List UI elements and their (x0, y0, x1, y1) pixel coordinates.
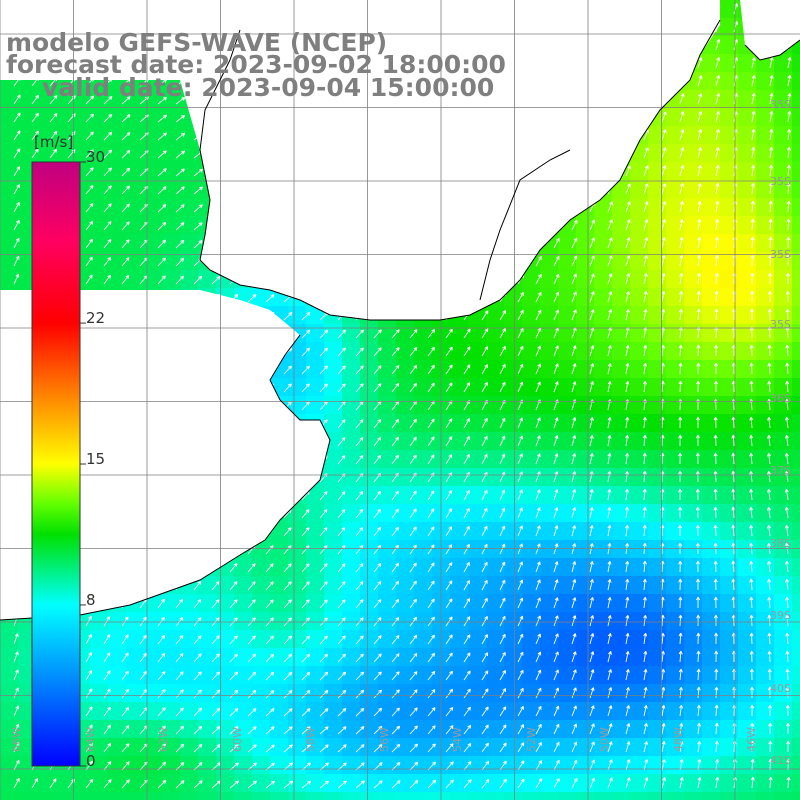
latitude-label: 40S (770, 682, 791, 695)
longitude-label: 66W (10, 727, 23, 752)
longitude-label: 64W (83, 727, 97, 752)
model-title: modelo GEFS-WAVE (NCEP) (6, 28, 388, 57)
longitude-label: 48W (671, 727, 685, 752)
colorbar-tick-label: 15 (86, 450, 106, 468)
colorbar-ticks (80, 161, 86, 767)
latitude-label: 36S (770, 392, 791, 405)
latitude-label: 35S (770, 318, 791, 331)
land-area (740, 0, 800, 60)
land-area (0, 290, 330, 620)
longitude-label: 58W (304, 727, 317, 752)
colorbar-tick-label: 30 (86, 148, 106, 166)
longitude-label: 60W (230, 727, 244, 752)
latitude-label: 35S (770, 98, 791, 111)
land-mask (0, 0, 800, 620)
longitude-label: 62W (157, 727, 170, 752)
land-area (0, 0, 720, 320)
latitude-label: 41S (770, 754, 791, 767)
longitude-label: 52W (524, 727, 538, 752)
colorbar-gradient (31, 161, 81, 767)
latitude-label: 37S (770, 464, 791, 477)
longitude-label: 50W (598, 727, 611, 752)
valid-date: valid date: 2023-09-04 15:00:00 (42, 73, 495, 102)
longitude-label: 46W (745, 727, 758, 752)
latitude-label: 39S (770, 609, 791, 622)
coastline-segment (479, 149, 571, 301)
coastline-segment (199, 19, 721, 321)
latitude-label: 35S (770, 248, 791, 261)
longitude-label: 54W (451, 727, 464, 752)
coastline-segment (214, 29, 241, 91)
longitude-label: 56W (377, 727, 391, 752)
latitude-label: 38S (770, 537, 791, 550)
colorbar-unit-label: [m/s] (34, 133, 74, 151)
colorbar-tick-label: 8 (86, 590, 96, 609)
coastline (0, 19, 800, 621)
colorbar-tick-label: 0 (86, 752, 96, 770)
coastline-segment (744, 39, 800, 61)
coastline-segment (0, 334, 331, 621)
latitude-label: 35S (770, 175, 791, 188)
forecast-date: forecast date: 2023-09-02 18:00:00 (6, 50, 506, 79)
colorbar-tick-label: 22 (86, 309, 106, 328)
